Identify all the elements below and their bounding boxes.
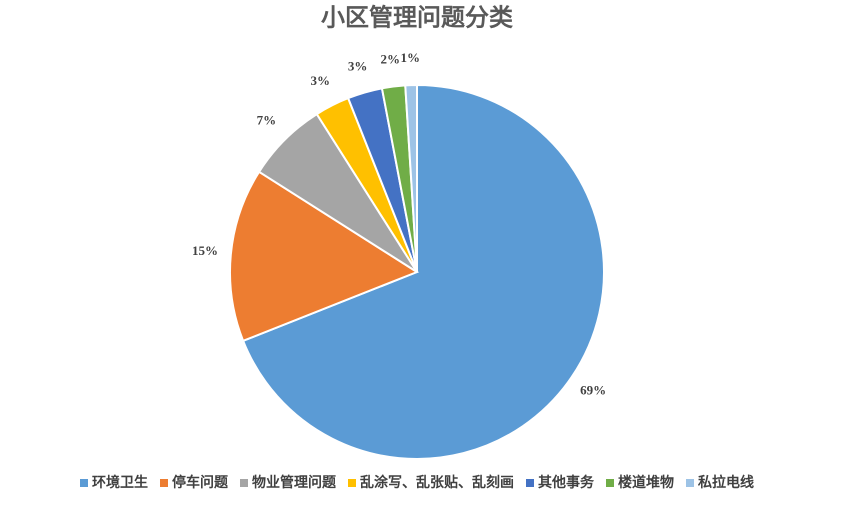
legend-swatch	[240, 479, 248, 487]
legend-swatch	[526, 479, 534, 487]
data-label: 69%	[580, 383, 606, 398]
data-label: 7%	[257, 112, 277, 127]
legend-label: 物业管理问题	[252, 474, 337, 491]
data-label: 2%	[381, 52, 401, 67]
pie-slice	[229, 170, 420, 343]
chart-title: 小区管理问题分类	[321, 4, 514, 32]
pie-slice	[404, 83, 418, 273]
pie: 69% 15% 7% 3% 3% 2% 1%	[192, 50, 606, 460]
legend-swatch	[160, 479, 168, 487]
legend-swatch	[348, 479, 356, 487]
legend-swatch	[80, 479, 88, 487]
legend: 环境卫生 停车问题 物业管理问题 乱涂写、乱张贴、乱刻画 其他事务 楼道堆物 私拉电线	[80, 474, 754, 491]
data-label: 3%	[311, 73, 331, 88]
legend-label: 环境卫生	[92, 474, 148, 491]
data-label: 15%	[192, 243, 218, 258]
data-label: 3%	[348, 58, 368, 73]
legend-label: 私拉电线	[698, 474, 754, 491]
legend-swatch	[606, 479, 614, 487]
data-label: 1%	[401, 50, 421, 65]
pie-slice	[241, 83, 605, 460]
legend-label: 停车问题	[172, 474, 229, 491]
legend-label: 楼道堆物	[618, 474, 674, 491]
legend-label: 其他事务	[538, 474, 595, 491]
legend-label: 乱涂写、乱张贴、乱刻画	[360, 474, 514, 491]
legend-swatch	[686, 479, 694, 487]
